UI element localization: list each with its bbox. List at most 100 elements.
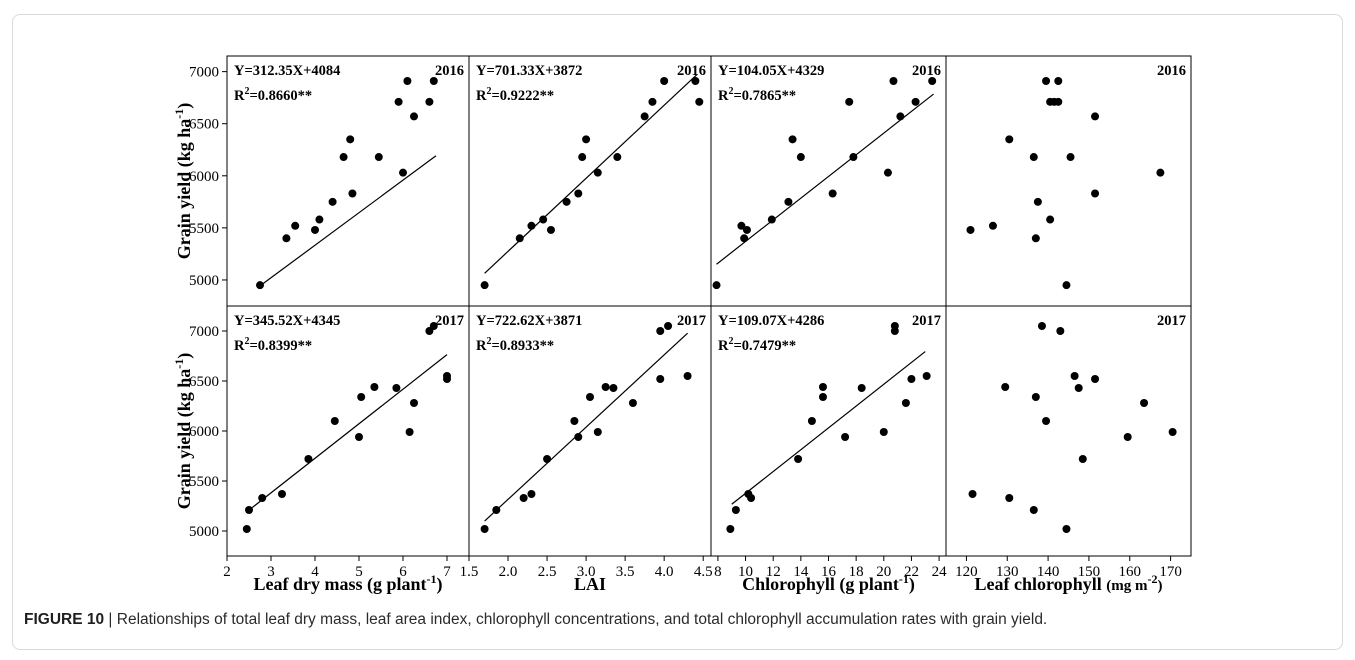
year-label-lai-2016: 2016 (677, 63, 706, 79)
x-tick-label-chlorophyll: 10 (738, 564, 753, 580)
data-point-leaf-chlorophyll-2017 (1001, 383, 1010, 391)
data-point-leaf-chlorophyll-2016 (1033, 197, 1042, 206)
data-point-leaf-dry-mass-2017 (245, 506, 253, 514)
r-squared-r: R (476, 88, 487, 104)
x-tick-label-lai: 3.0 (577, 564, 596, 580)
data-point-chlorophyll-2016 (737, 221, 746, 230)
data-point-lai-2016 (640, 112, 649, 121)
caption-separator: | (104, 611, 117, 628)
regression-line-lai-2016 (484, 74, 698, 274)
data-point-leaf-chlorophyll-2017 (1070, 372, 1079, 380)
x-tick-label-leaf-chlorophyll: 140 (1037, 564, 1060, 580)
data-point-lai-2017 (683, 372, 692, 380)
r-squared-sup: 2 (728, 336, 733, 347)
x-tick-label-lai: 2.0 (499, 564, 518, 580)
data-point-leaf-dry-mass-2016 (311, 225, 319, 234)
data-point-lai-2017 (664, 322, 673, 330)
regression-equation-leaf-dry-mass-2016: Y=312.35X+4084 (234, 63, 340, 79)
x-tick-label-leaf-chlorophyll: 120 (955, 564, 978, 580)
data-point-leaf-dry-mass-2016 (425, 97, 434, 106)
data-point-lai-2017 (570, 417, 579, 425)
x-tick-label-chlorophyll: 16 (821, 564, 837, 580)
regression-equation-lai-2017: Y=722.62X+3871 (476, 313, 582, 329)
data-point-leaf-chlorophyll-2016 (1062, 281, 1071, 290)
data-point-chlorophyll-2017 (726, 525, 735, 533)
data-point-leaf-dry-mass-2017 (410, 399, 418, 407)
data-point-lai-2016 (527, 221, 536, 230)
x-tick-label-leaf-dry-mass: 3 (267, 564, 275, 580)
data-point-leaf-chlorophyll-2017 (1074, 384, 1083, 392)
data-point-leaf-dry-mass-2017 (392, 384, 401, 392)
y-tick-label: 6000 (189, 169, 219, 185)
data-point-leaf-dry-mass-2016 (291, 221, 300, 230)
data-point-lai-2016 (660, 77, 669, 85)
data-point-lai-2016 (515, 234, 524, 243)
data-point-leaf-dry-mass-2016 (374, 153, 383, 162)
y-axis-label-main: Grain yield (kg ha (174, 119, 195, 260)
data-point-leaf-dry-mass-2017 (304, 455, 313, 463)
data-point-chlorophyll-2017 (818, 383, 827, 391)
x-axis-label-main: Chlorophyll (g plant (742, 574, 899, 595)
data-point-lai-2016 (546, 225, 555, 234)
data-point-chlorophyll-2016 (788, 135, 797, 144)
data-point-leaf-chlorophyll-2016 (1091, 189, 1100, 198)
x-tick-label-chlorophyll: 14 (793, 564, 809, 580)
regression-line-leaf-dry-mass-2017 (246, 354, 448, 513)
data-point-leaf-dry-mass-2016 (328, 197, 337, 206)
panel-frame-leaf-chlorophyll-2016 (945, 55, 1192, 307)
y-axis-label: Grain yield (kg ha-1) (172, 103, 195, 260)
r-squared-r: R (718, 88, 729, 104)
data-point-leaf-chlorophyll-2016 (988, 221, 997, 230)
figure-frame (12, 14, 1343, 650)
data-point-leaf-dry-mass-2017 (405, 428, 414, 436)
data-point-lai-2017 (574, 433, 583, 441)
data-point-leaf-chlorophyll-2016 (1005, 135, 1014, 144)
data-point-lai-2017 (586, 393, 594, 401)
data-point-lai-2017 (656, 375, 665, 383)
x-axis-label-leaf-dry-mass: Leaf dry mass (g plant-1) (253, 572, 442, 595)
caption-label: FIGURE 10 (24, 611, 105, 628)
x-tick-label-leaf-dry-mass: 2 (223, 564, 231, 580)
r-squared-r: R (718, 338, 729, 354)
x-tick-label-leaf-dry-mass: 4 (311, 564, 319, 580)
x-tick-label-leaf-dry-mass: 7 (443, 564, 451, 580)
x-axis-label-sup: -1 (427, 572, 437, 586)
data-point-lai-2016 (695, 97, 704, 106)
y-axis-label-sup: -1 (172, 359, 186, 369)
data-point-chlorophyll-2017 (794, 455, 803, 463)
data-point-leaf-dry-mass-2017 (355, 433, 363, 441)
r-squared-sup: 2 (244, 336, 249, 347)
x-tick-label-leaf-chlorophyll: 130 (996, 564, 1019, 580)
year-label-leaf-dry-mass-2017: 2017 (435, 313, 464, 329)
r-squared-value: =0.9222** (491, 88, 554, 104)
data-point-leaf-dry-mass-2017 (242, 525, 251, 533)
data-point-leaf-chlorophyll-2017 (1031, 393, 1040, 401)
data-point-leaf-chlorophyll-2017 (1078, 455, 1087, 463)
data-point-leaf-dry-mass-2017 (278, 490, 286, 498)
r-squared-lai-2016: R2=0.9222** (476, 86, 554, 104)
data-point-chlorophyll-2016 (767, 215, 776, 224)
year-label-leaf-chlorophyll-2016: 2016 (1157, 63, 1186, 79)
x-tick-label-chlorophyll: 12 (766, 564, 781, 580)
data-point-lai-2017 (609, 384, 618, 392)
data-point-lai-2017 (601, 383, 610, 391)
x-axis-label-main: LAI (574, 574, 606, 594)
x-tick-label-lai: 1.5 (460, 564, 479, 580)
r-squared-r: R (234, 338, 245, 354)
data-point-lai-2016 (582, 135, 591, 144)
data-point-chlorophyll-2016 (740, 234, 749, 243)
caption-text: Relationships of total leaf dry mass, le… (116, 611, 1048, 628)
data-point-leaf-chlorophyll-2017 (1091, 375, 1100, 383)
data-point-lai-2017 (519, 494, 528, 502)
y-tick-label: 6000 (189, 424, 219, 440)
r-squared-chlorophyll-2017: R2=0.7479** (718, 336, 796, 354)
regression-equation-chlorophyll-2017: Y=109.07X+4286 (718, 313, 824, 329)
x-axis-label-leaf-chlorophyll: Leaf chlorophyll (mg m-2) (975, 572, 1163, 594)
x-axis-label-chlorophyll: Chlorophyll (g plant-1) (742, 572, 915, 595)
data-point-leaf-chlorophyll-2016 (1091, 112, 1100, 121)
data-point-leaf-chlorophyll-2017 (1005, 494, 1014, 502)
data-point-chlorophyll-2017 (818, 393, 827, 401)
data-point-chlorophyll-2017 (857, 384, 866, 392)
r-squared-sup: 2 (486, 336, 491, 347)
